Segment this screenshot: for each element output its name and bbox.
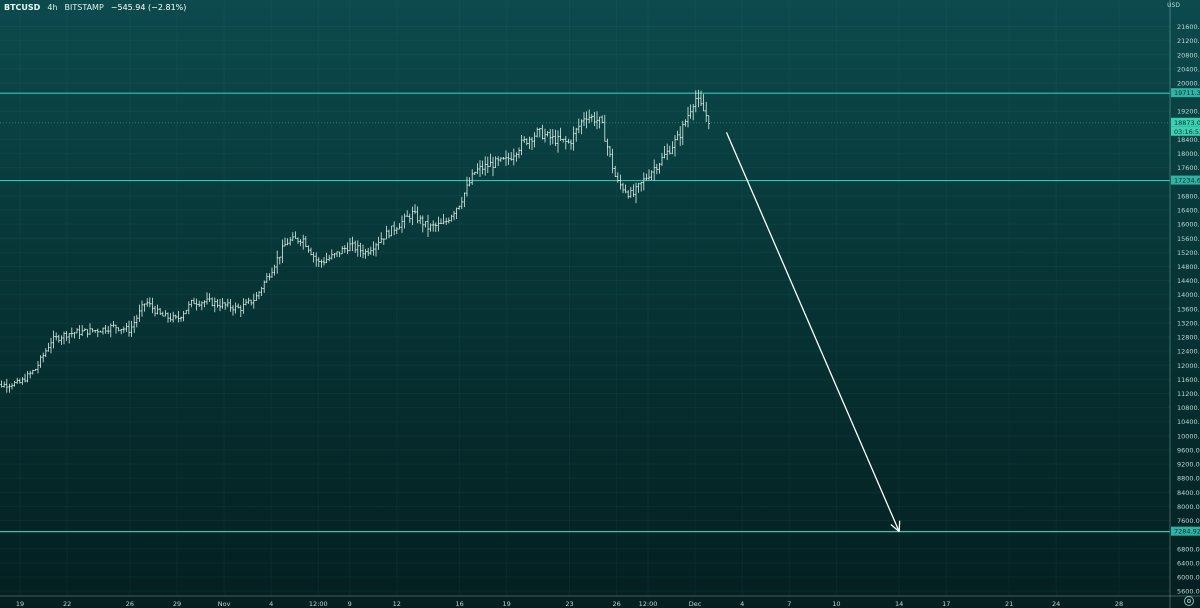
price-tick-label: 7600.00	[1177, 517, 1200, 525]
price-tag-label: 17234.67	[1174, 177, 1200, 185]
time-tick-label: 14	[895, 600, 903, 608]
price-tick-label: 16000.00	[1177, 221, 1200, 229]
price-tick-label: 12000.00	[1177, 362, 1200, 370]
time-tick-label: 29	[173, 600, 181, 608]
price-tag-box[interactable]	[1171, 88, 1200, 98]
price-tick-label: 8800.00	[1177, 475, 1200, 483]
time-tick-label: 24	[1052, 600, 1060, 608]
interval-label[interactable]: 4h	[47, 3, 58, 12]
chart-header: BTCUSD 4h BITSTAMP −545.94 (−2.81%)	[4, 3, 186, 12]
time-tick-label: 22	[63, 600, 71, 608]
price-tick-label: 12400.00	[1177, 348, 1200, 356]
time-tick-label: 12:00	[309, 600, 328, 608]
price-tick-label: 13600.00	[1177, 305, 1200, 313]
settings-gear-icon[interactable]	[1184, 596, 1194, 606]
price-tick-label: 18400.00	[1177, 136, 1200, 144]
price-tag-box[interactable]	[1171, 526, 1200, 536]
price-tick-label: 17600.00	[1177, 164, 1200, 172]
time-tick-label: 4	[269, 600, 273, 608]
price-tick-label: 10000.00	[1177, 432, 1200, 440]
price-tick-label: 20000.00	[1177, 80, 1200, 88]
price-tick-label: 8400.00	[1177, 489, 1200, 497]
price-tick-label: 6000.00	[1177, 574, 1200, 582]
price-tag-box[interactable]	[1171, 175, 1200, 185]
time-tick-label: Dec	[689, 600, 702, 608]
price-tick-label: 10800.00	[1177, 404, 1200, 412]
price-tag-label: 19711.31	[1174, 89, 1200, 97]
price-tick-label: 15600.00	[1177, 235, 1200, 243]
price-tick-label: 19200.00	[1177, 108, 1200, 116]
price-tick-label: 18000.00	[1177, 150, 1200, 158]
time-tick-label: 28	[1115, 600, 1123, 608]
price-tag-label: 7284.92	[1174, 528, 1200, 536]
price-tag-box[interactable]	[1171, 117, 1200, 127]
projection-arrow[interactable]	[725, 132, 900, 532]
symbol-label[interactable]: BTCUSD	[4, 3, 41, 12]
price-tick-label: 14800.00	[1177, 263, 1200, 271]
price-tick-label: 20800.00	[1177, 51, 1200, 59]
time-tick-label: 4	[740, 600, 744, 608]
price-tick-label: 15200.00	[1177, 249, 1200, 257]
price-tick-label: 9600.00	[1177, 446, 1200, 454]
time-tick-label: 19	[503, 600, 511, 608]
time-tick-label: 9	[348, 600, 352, 608]
time-tick-label: 16	[455, 600, 463, 608]
time-tick-label: 26	[126, 600, 134, 608]
price-tag-label: 18873.03	[1174, 119, 1200, 127]
exchange-label: BITSTAMP	[64, 3, 104, 12]
price-tick-label: 21200.00	[1177, 37, 1200, 45]
time-tick-label: 10	[832, 600, 840, 608]
time-tick-label: 17	[942, 600, 950, 608]
price-tick-label: 5600.00	[1177, 588, 1200, 596]
price-tick-label: 16400.00	[1177, 207, 1200, 215]
price-tick-label: 14000.00	[1177, 291, 1200, 299]
price-tick-label: 11600.00	[1177, 376, 1200, 384]
time-tick-label: 7	[787, 600, 791, 608]
price-tick-label: 21600.00	[1177, 23, 1200, 31]
price-tick-label: 12800.00	[1177, 334, 1200, 342]
price-tick-label: 14400.00	[1177, 277, 1200, 285]
price-tick-label: 9200.00	[1177, 461, 1200, 469]
time-tick-label: 23	[565, 600, 573, 608]
price-tick-label: 16800.00	[1177, 192, 1200, 200]
time-tick-label: 26	[612, 600, 620, 608]
price-tick-label: 13200.00	[1177, 319, 1200, 327]
price-change-label: −545.94 (−2.81%)	[110, 3, 187, 12]
time-tick-label: 12:00	[639, 600, 658, 608]
time-tick-label: 12	[393, 600, 401, 608]
price-tag-label: 03:16:53	[1174, 128, 1200, 136]
price-tick-label: 11200.00	[1177, 390, 1200, 398]
time-tick-label: 21	[1005, 600, 1013, 608]
price-tick-label: 6400.00	[1177, 559, 1200, 567]
time-tick-label: Nov	[218, 600, 231, 608]
time-tick-label: 19	[16, 600, 24, 608]
currency-label: USD	[1167, 2, 1180, 9]
price-tick-label: 8000.00	[1177, 503, 1200, 511]
price-tick-label: 20400.00	[1177, 65, 1200, 73]
projection-arrow-head	[890, 523, 900, 533]
price-tick-label: 10400.00	[1177, 418, 1200, 426]
price-tick-label: 6800.00	[1177, 545, 1200, 553]
price-tag-box[interactable]	[1171, 126, 1200, 136]
currency-code: USD	[1167, 2, 1180, 9]
